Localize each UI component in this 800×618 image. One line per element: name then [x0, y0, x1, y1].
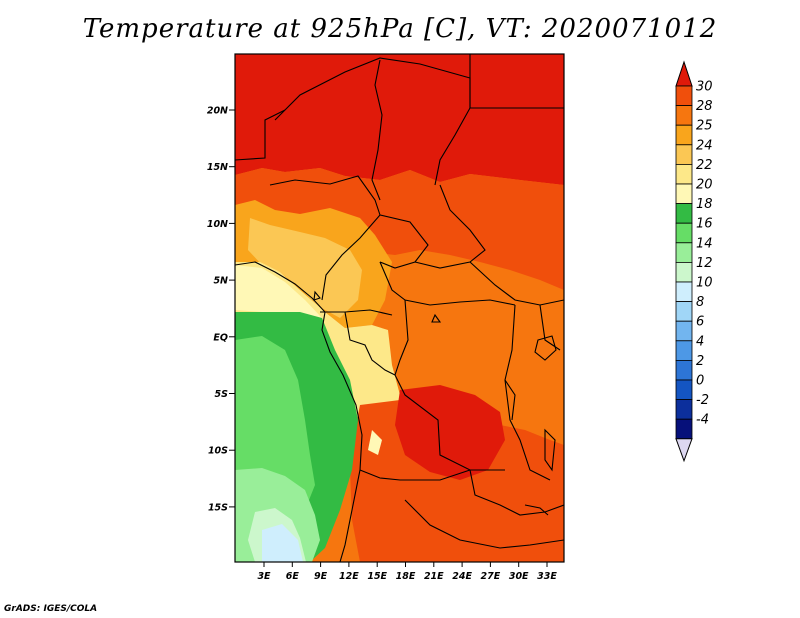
lat-tick-label: 5S — [215, 389, 229, 400]
border-drc-east — [504, 304, 551, 481]
lake-victoria-outline — [534, 335, 557, 361]
border-drc-angola — [394, 299, 505, 471]
lat-tick-label: 15N — [207, 162, 228, 173]
temperature-field — [235, 54, 564, 562]
lon-tick-label: 24E — [452, 571, 472, 582]
colorbar-label: 2 — [696, 354, 704, 369]
lat-tick-label: 15S — [208, 502, 228, 513]
lat-tick-label: 10S — [208, 446, 228, 457]
colorbar-segment — [675, 85, 693, 107]
map-frame — [234, 53, 565, 563]
colorbar-segment — [675, 320, 693, 342]
border-angola-namibia — [359, 469, 471, 481]
colorbar-bottom-arrow — [675, 438, 693, 463]
lake-tanganyika-outline — [504, 379, 516, 421]
colorbar-segment — [675, 144, 693, 165]
colorbar-label: 25 — [696, 119, 713, 134]
colorbar-label: -2 — [696, 393, 709, 408]
colorbar-label: 6 — [696, 315, 704, 330]
field-hot-north-band — [235, 54, 564, 185]
colorbar-label: 22 — [696, 158, 713, 173]
latitude-axis: 20N 15N 10N 5N EQ 5S 10S 15S — [207, 106, 235, 513]
colorbar-label: 20 — [696, 178, 713, 193]
border-zambia-south — [469, 469, 564, 516]
colorbar-label: 30 — [696, 80, 713, 95]
colorbar-segment — [675, 183, 693, 205]
field-sahel-band — [235, 168, 564, 290]
lon-tick-label: 9E — [314, 571, 328, 582]
colorbar-label: 28 — [696, 99, 713, 114]
colorbar-segment — [675, 163, 693, 185]
border-mali-niger — [235, 109, 286, 161]
country-borders — [235, 54, 564, 562]
colorbar-label: 0 — [696, 374, 704, 389]
lat-tick-label: EQ — [213, 332, 228, 343]
colorbar-label: -4 — [696, 413, 709, 428]
lat-tick-label: 20N — [207, 106, 228, 117]
colorbar-label: 8 — [696, 295, 704, 310]
border-car-drc — [379, 261, 516, 306]
colorbar-segment — [675, 340, 693, 361]
border-niger-chad — [371, 59, 383, 201]
colorbar-segment — [675, 301, 693, 322]
field-ocean-ice — [262, 524, 303, 562]
island-bioko — [313, 290, 321, 301]
longitude-axis: 3E 6E 9E 12E 15E 18E 21E 24E 27E 30E 33E — [257, 562, 557, 582]
field-west-africa-mild — [248, 218, 362, 318]
lake-kariba-outline — [524, 504, 549, 516]
lon-tick-label: 3E — [257, 571, 271, 582]
lake-central-outline — [431, 313, 442, 323]
lon-tick-label: 27E — [481, 571, 501, 582]
colorbar-segment — [675, 203, 693, 224]
colorbar-top-arrow — [675, 60, 693, 87]
lon-tick-label: 21E — [424, 571, 444, 582]
atlantic-coastline — [235, 261, 363, 562]
lon-tick-label: 6E — [286, 571, 300, 582]
colorbar-segment — [675, 359, 693, 381]
lon-tick-label: 15E — [367, 571, 387, 582]
border-botswana-zimbabwe — [404, 499, 564, 549]
colorbar-segment — [675, 418, 693, 440]
lon-tick-label: 33E — [537, 571, 557, 582]
border-libya-egypt-sudan — [469, 54, 564, 109]
lake-malawi-outline — [544, 428, 556, 472]
colorbar-segment — [675, 124, 693, 146]
colorbar-segment — [675, 399, 693, 420]
colorbar-label: 16 — [696, 217, 713, 232]
colorbar-segment — [675, 105, 693, 126]
chart-title: Temperature at 925hPa [C], VT: 202007101… — [82, 14, 718, 44]
colorbar-segment — [675, 281, 693, 303]
lon-tick-label: 12E — [339, 571, 359, 582]
colorbar-label: 14 — [696, 236, 713, 251]
colorbar-label: 18 — [696, 197, 713, 212]
lon-tick-label: 18E — [396, 571, 416, 582]
border-niger-nigeria — [269, 175, 381, 216]
grads-credit: GrADS: IGES/COLA — [4, 604, 98, 614]
colorbar-label: 24 — [696, 138, 713, 153]
colorbar-segment — [675, 242, 693, 263]
colorbar-segment — [675, 261, 693, 283]
border-chad-car — [379, 214, 429, 269]
border-nigeria-cameroon — [321, 214, 381, 301]
colorbar-label: 4 — [696, 334, 704, 349]
border-chad-sudan — [414, 184, 486, 269]
lon-tick-label: 30E — [509, 571, 529, 582]
lat-tick-label: 10N — [207, 219, 228, 230]
border-cameroon-gabon — [320, 309, 393, 316]
field-coastal-pale-patch — [368, 430, 382, 455]
colorbar-label: 10 — [696, 276, 713, 291]
colorbar-segment — [675, 222, 693, 244]
colorbar-label: 12 — [696, 256, 713, 271]
border-car-sudan-south — [469, 261, 564, 306]
colorbar-segment — [675, 379, 693, 401]
lat-tick-label: 5N — [213, 276, 228, 287]
border-libya-algeria — [274, 57, 471, 186]
border-gabon-congo — [344, 311, 396, 376]
